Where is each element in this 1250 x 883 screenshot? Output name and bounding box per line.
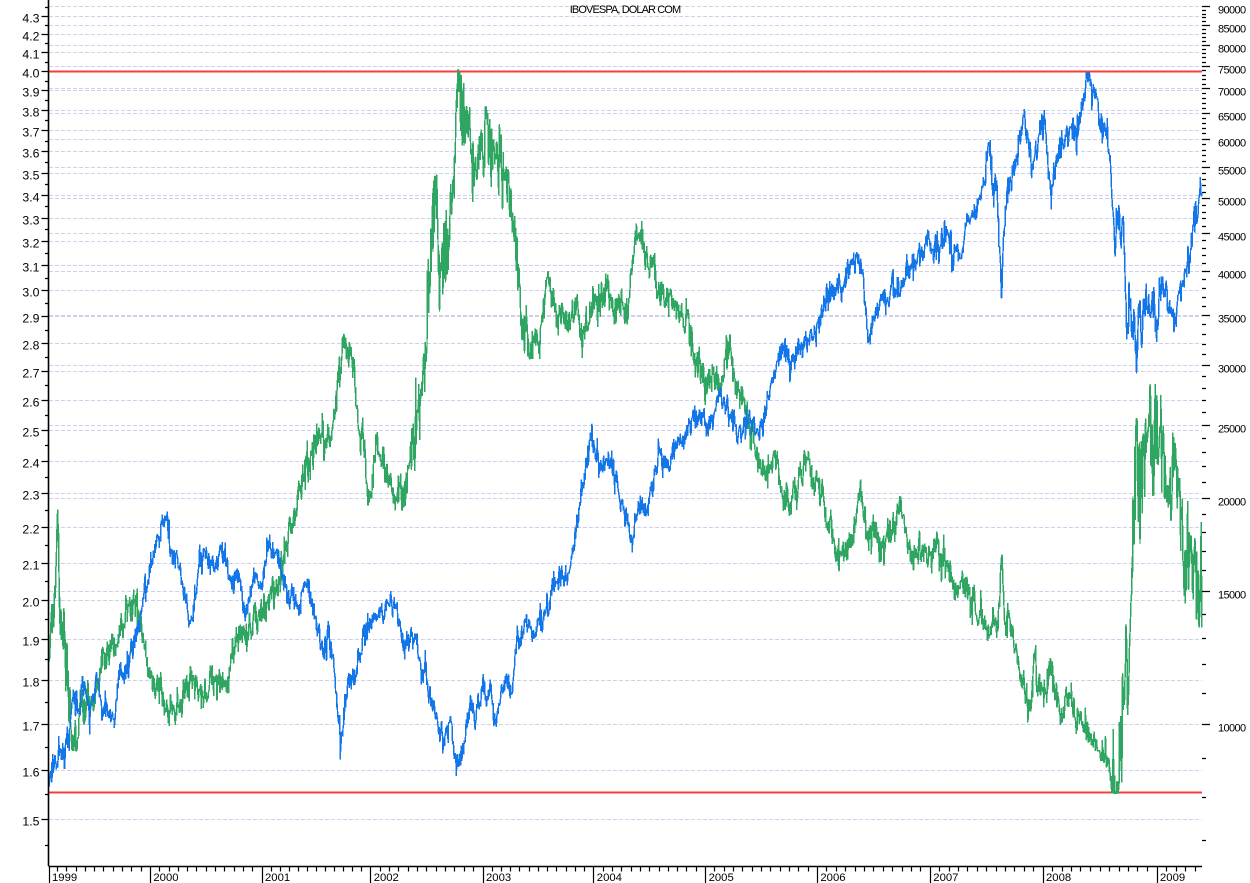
svg-text:3.8: 3.8 [22,106,39,120]
svg-text:2008: 2008 [1046,872,1071,883]
svg-text:2.8: 2.8 [22,339,39,353]
svg-text:2002: 2002 [374,872,399,883]
svg-text:2000: 2000 [153,872,178,883]
svg-text:3.3: 3.3 [22,214,39,228]
svg-text:2001: 2001 [265,872,290,883]
svg-text:1999: 1999 [52,872,77,883]
svg-text:3.7: 3.7 [22,126,39,140]
svg-text:35000: 35000 [1218,314,1246,326]
svg-text:85000: 85000 [1218,24,1246,36]
svg-text:1.5: 1.5 [22,815,39,829]
svg-text:3.9: 3.9 [22,86,39,100]
svg-text:70000: 70000 [1218,87,1246,99]
svg-text:4.0: 4.0 [22,67,39,81]
svg-text:2006: 2006 [820,872,845,883]
svg-text:3.1: 3.1 [22,261,39,275]
svg-text:10000: 10000 [1218,723,1246,735]
svg-text:2.9: 2.9 [22,312,39,326]
svg-text:2004: 2004 [597,872,622,883]
svg-text:2005: 2005 [709,872,734,883]
svg-text:3.2: 3.2 [22,237,39,251]
svg-text:1.7: 1.7 [22,720,39,734]
svg-text:2009: 2009 [1160,872,1185,883]
svg-text:40000: 40000 [1218,270,1246,282]
svg-text:2.1: 2.1 [22,559,39,573]
svg-text:75000: 75000 [1218,65,1246,77]
svg-text:2.6: 2.6 [22,396,39,410]
svg-text:25000: 25000 [1218,424,1246,436]
svg-text:4.1: 4.1 [22,48,39,62]
svg-text:90000: 90000 [1218,5,1246,17]
svg-text:3.4: 3.4 [22,191,39,205]
svg-text:20000: 20000 [1218,497,1246,509]
svg-text:45000: 45000 [1218,232,1246,244]
svg-text:2.7: 2.7 [22,367,39,381]
svg-text:1.8: 1.8 [22,676,39,690]
svg-text:65000: 65000 [1218,112,1246,124]
svg-text:3.0: 3.0 [22,286,39,300]
svg-text:1.6: 1.6 [22,766,39,780]
svg-text:2003: 2003 [486,872,511,883]
svg-text:55000: 55000 [1218,166,1246,178]
svg-text:60000: 60000 [1218,138,1246,150]
svg-text:80000: 80000 [1218,44,1246,56]
svg-text:2.4: 2.4 [22,457,39,471]
svg-text:2.3: 2.3 [22,489,39,503]
svg-text:2007: 2007 [933,872,958,883]
svg-text:3.5: 3.5 [22,169,39,183]
svg-text:2.2: 2.2 [22,523,39,537]
svg-text:3.6: 3.6 [22,147,39,161]
svg-text:15000: 15000 [1218,590,1246,602]
svg-text:IBOVESPA, DOLAR COM: IBOVESPA, DOLAR COM [570,4,681,16]
svg-text:2.0: 2.0 [22,596,39,610]
svg-text:4.3: 4.3 [22,12,39,26]
svg-text:1.9: 1.9 [22,635,39,649]
svg-text:2.5: 2.5 [22,426,39,440]
svg-text:30000: 30000 [1218,364,1246,376]
svg-text:4.2: 4.2 [22,30,39,44]
svg-text:50000: 50000 [1218,197,1246,209]
